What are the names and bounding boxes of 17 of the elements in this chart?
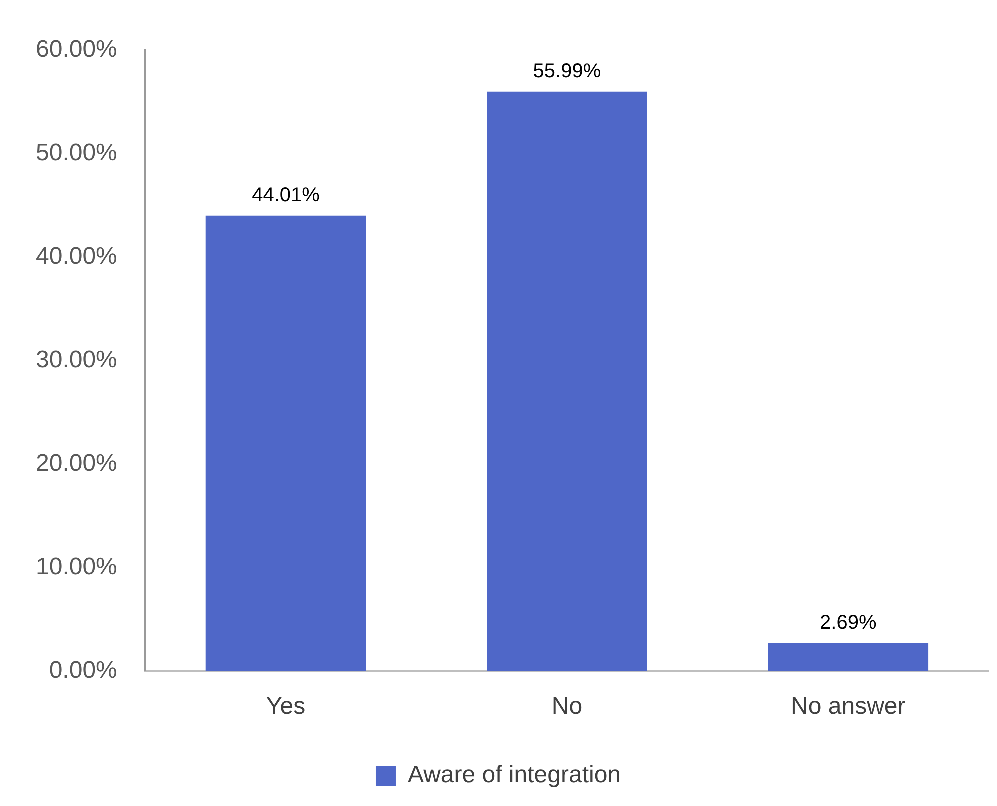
y-tick-label: 50.00% bbox=[36, 139, 118, 166]
y-tick-label: 30.00% bbox=[36, 346, 118, 374]
legend-label: Aware of integration bbox=[408, 762, 622, 789]
y-tick-label: 10.00% bbox=[36, 553, 118, 580]
x-tick-label: Yes bbox=[266, 693, 306, 720]
data-label: 44.01% bbox=[252, 184, 320, 206]
y-tick-label: 40.00% bbox=[36, 242, 118, 270]
x-tick-label: No bbox=[552, 693, 583, 720]
data-label: 2.69% bbox=[820, 612, 877, 634]
data-label: 55.99% bbox=[533, 60, 602, 82]
bar bbox=[206, 216, 366, 672]
y-tick-label: 0.00% bbox=[49, 656, 118, 684]
bar bbox=[768, 643, 929, 672]
y-tick-label: 60.00% bbox=[36, 36, 118, 64]
bar bbox=[487, 92, 648, 672]
y-tick-label: 20.00% bbox=[36, 450, 118, 477]
x-tick-label: No answer bbox=[791, 693, 906, 720]
